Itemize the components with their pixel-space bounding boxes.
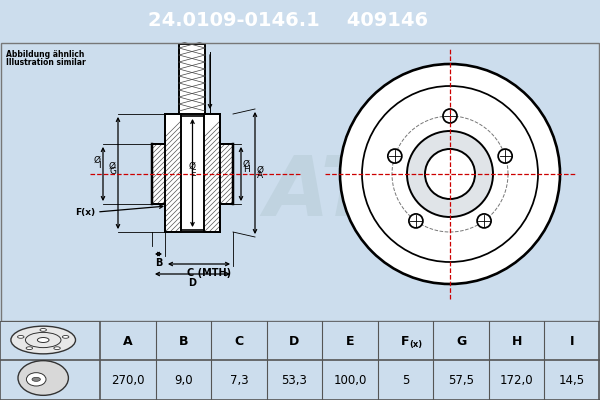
Text: 172,0: 172,0 xyxy=(500,374,533,386)
Text: Ø: Ø xyxy=(189,162,196,170)
Text: Ø: Ø xyxy=(109,162,116,170)
Text: G: G xyxy=(109,168,116,176)
Circle shape xyxy=(388,149,402,163)
Text: D: D xyxy=(289,335,299,348)
Text: B: B xyxy=(155,258,162,268)
Circle shape xyxy=(32,377,40,381)
Text: ATE: ATE xyxy=(265,152,435,232)
Text: F(x): F(x) xyxy=(75,208,95,216)
Circle shape xyxy=(443,109,457,123)
Ellipse shape xyxy=(18,361,68,395)
Text: H: H xyxy=(511,335,522,348)
Text: A: A xyxy=(123,335,133,348)
Text: H: H xyxy=(243,166,250,174)
Bar xyxy=(220,144,233,204)
Text: I: I xyxy=(570,335,574,348)
Text: Ø: Ø xyxy=(257,166,264,174)
Circle shape xyxy=(407,131,493,217)
Text: 53,3: 53,3 xyxy=(281,374,307,386)
Circle shape xyxy=(477,214,491,228)
Text: D: D xyxy=(188,278,197,288)
Text: C (MTH): C (MTH) xyxy=(187,268,231,278)
Text: A: A xyxy=(257,172,263,180)
Text: Ø: Ø xyxy=(243,160,250,168)
Circle shape xyxy=(62,336,69,338)
Text: E: E xyxy=(346,335,354,348)
Text: C: C xyxy=(235,335,244,348)
Text: 57,5: 57,5 xyxy=(448,374,474,386)
Text: B: B xyxy=(179,335,188,348)
Circle shape xyxy=(37,338,49,342)
Text: Abbildung ähnlich: Abbildung ähnlich xyxy=(6,50,85,59)
Bar xyxy=(165,114,220,232)
Text: 270,0: 270,0 xyxy=(111,374,145,386)
Circle shape xyxy=(11,326,76,354)
Text: 14,5: 14,5 xyxy=(559,374,585,386)
Circle shape xyxy=(498,149,512,163)
Circle shape xyxy=(340,64,560,284)
Text: G: G xyxy=(456,335,466,348)
Text: E: E xyxy=(190,168,196,178)
Text: 5: 5 xyxy=(402,374,409,386)
Circle shape xyxy=(26,347,32,350)
Bar xyxy=(152,144,233,204)
Text: 7,3: 7,3 xyxy=(230,374,248,386)
Circle shape xyxy=(40,328,46,331)
Bar xyxy=(152,144,165,204)
Circle shape xyxy=(17,336,24,338)
Text: 100,0: 100,0 xyxy=(334,374,367,386)
Text: 9,0: 9,0 xyxy=(174,374,193,386)
Bar xyxy=(100,321,600,360)
Text: (x): (x) xyxy=(410,340,422,349)
Text: Ø: Ø xyxy=(94,156,101,164)
Ellipse shape xyxy=(26,373,46,386)
Circle shape xyxy=(425,149,475,199)
Text: F: F xyxy=(401,335,410,348)
Bar xyxy=(204,114,220,232)
Circle shape xyxy=(409,214,423,228)
Bar xyxy=(179,44,205,114)
Text: Illustration similar: Illustration similar xyxy=(6,58,86,67)
Bar xyxy=(165,114,181,232)
Circle shape xyxy=(54,347,60,350)
Text: I: I xyxy=(98,162,101,170)
Text: 24.0109-0146.1    409146: 24.0109-0146.1 409146 xyxy=(148,12,428,30)
